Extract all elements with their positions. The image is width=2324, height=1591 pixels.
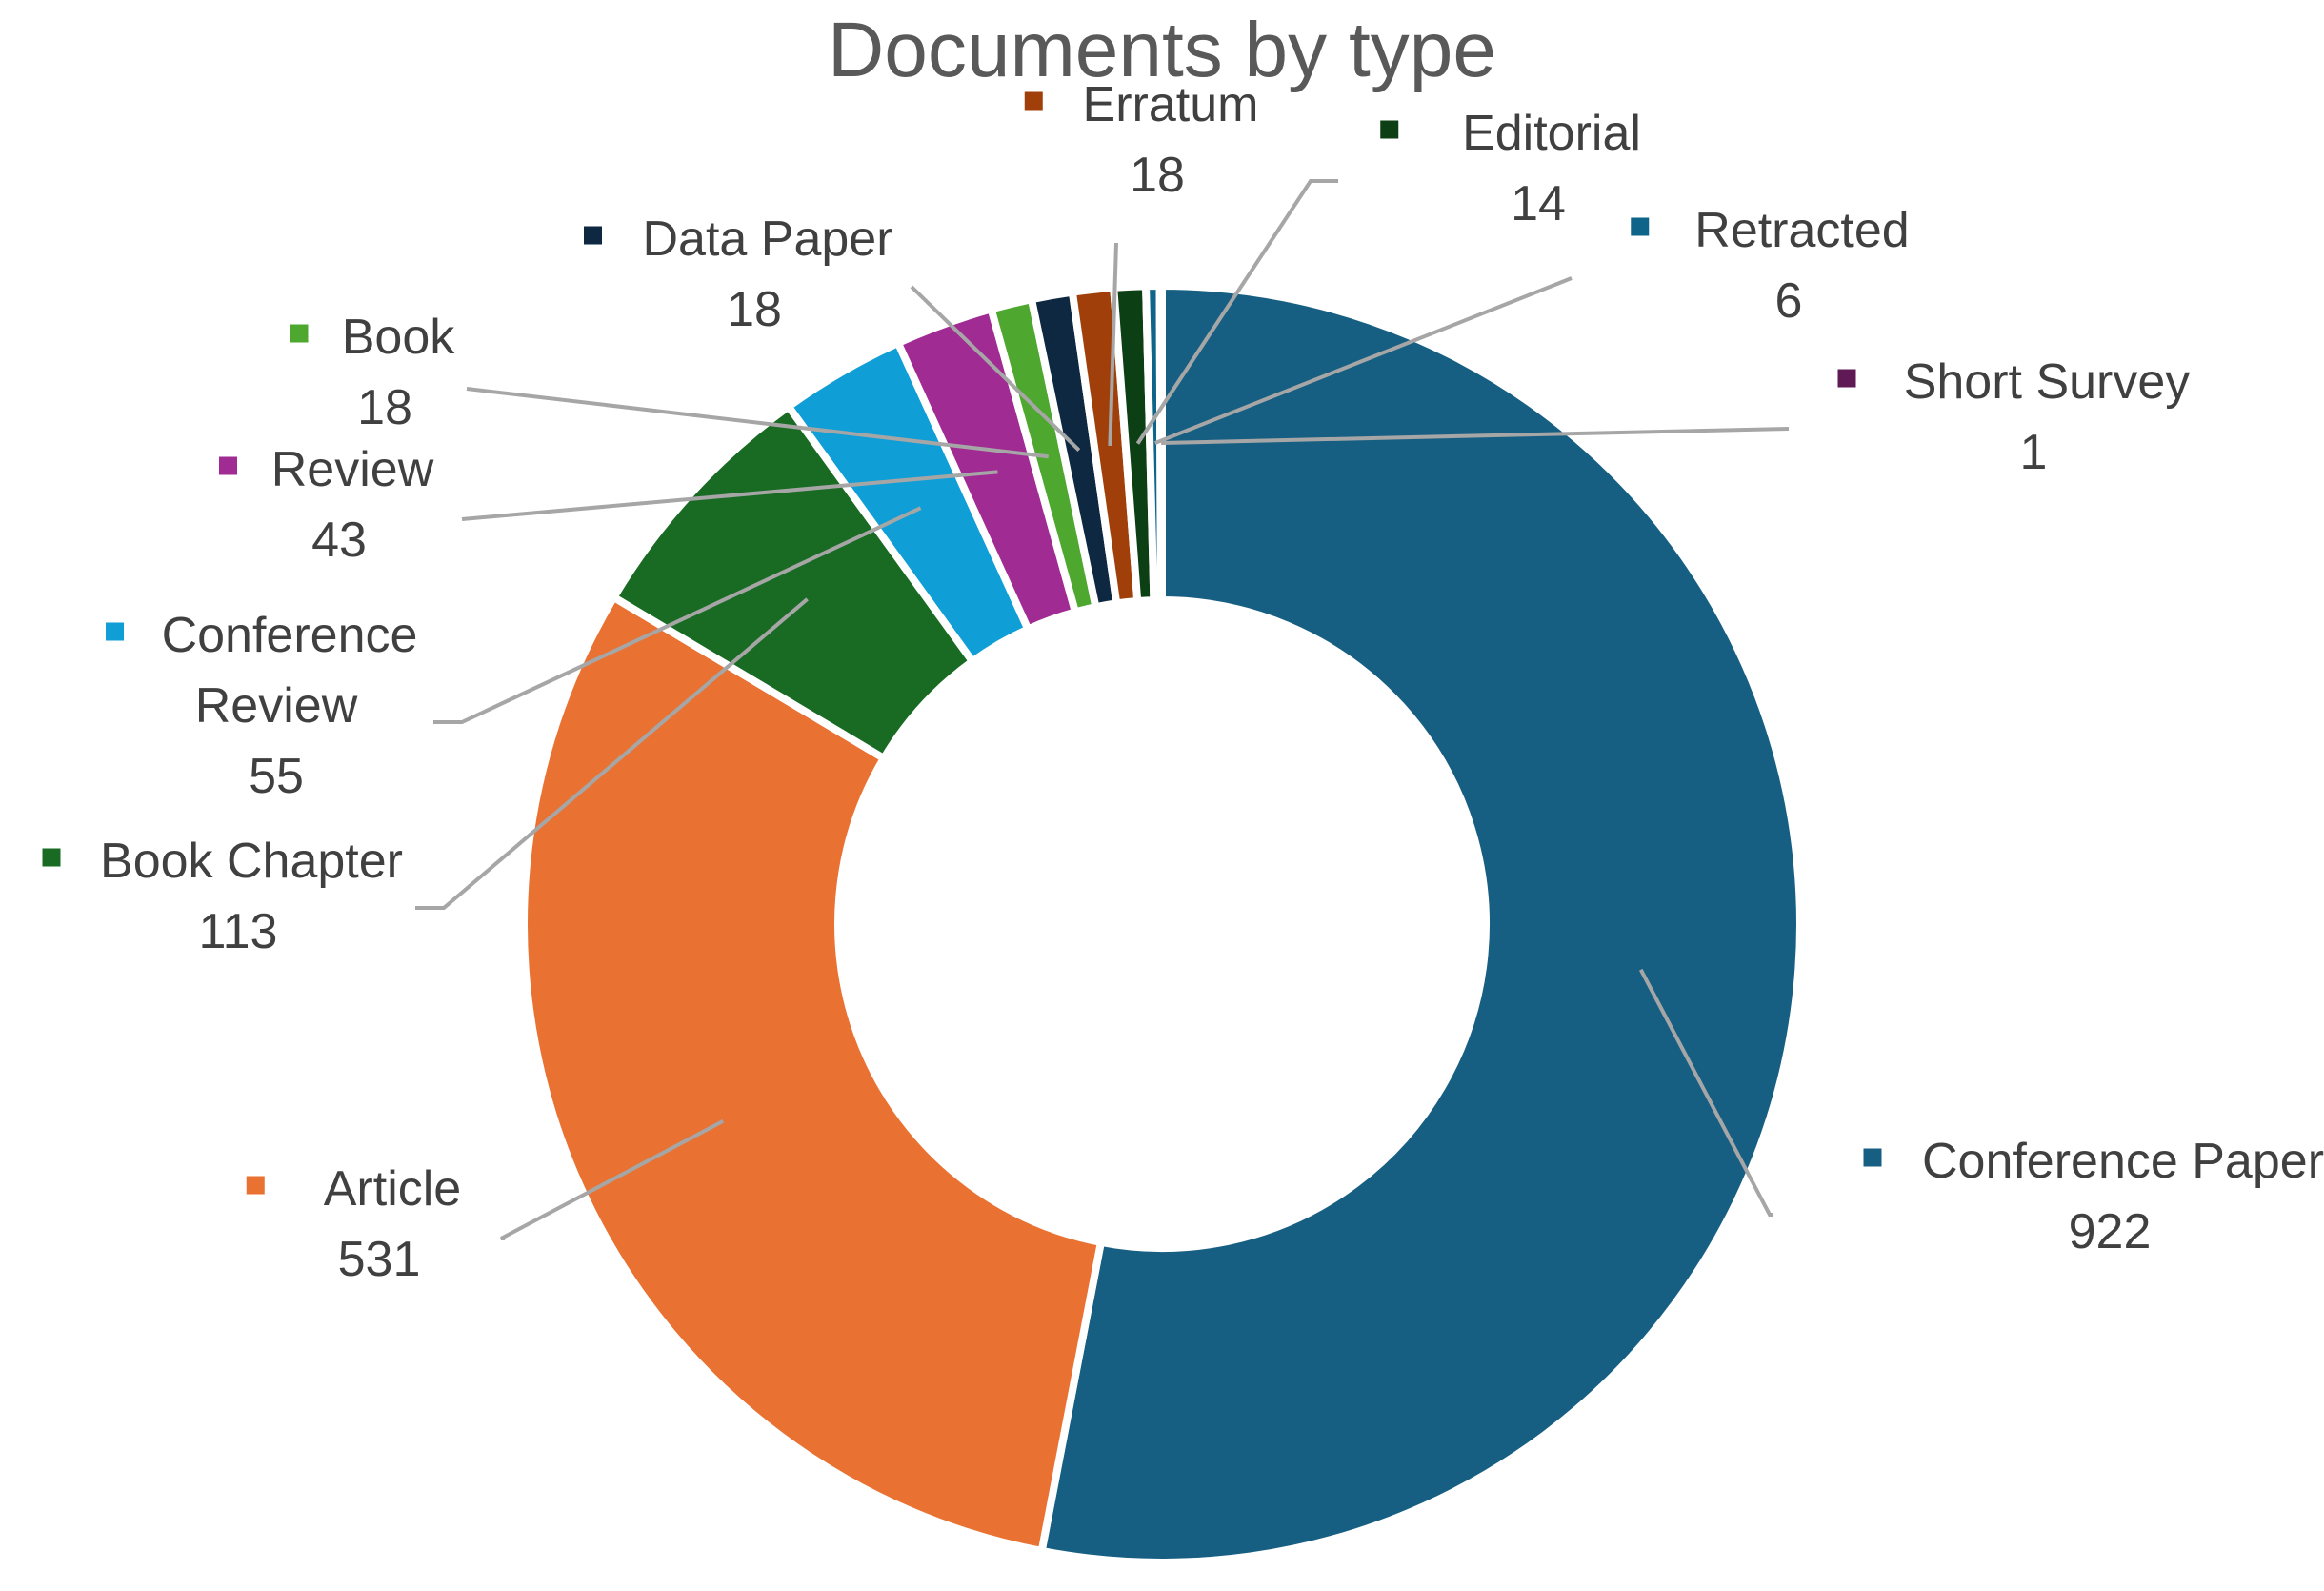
category-label-review: Review <box>271 442 434 497</box>
category-label-conference-review-line2: Review <box>195 678 358 734</box>
leader-line-short-survey <box>1161 427 1790 446</box>
value-label-editorial: 14 <box>1511 176 1566 232</box>
data-label-conference-review: Conference Review 55 <box>103 608 418 804</box>
category-label-data-paper: Data Paper <box>642 211 892 267</box>
data-label-short-survey: Short Survey 1 <box>1834 354 2191 480</box>
legend-key-review <box>216 453 240 478</box>
legend-key-book-chapter <box>39 845 64 870</box>
slices <box>520 281 1805 1566</box>
value-label-retracted: 6 <box>1775 273 1803 329</box>
category-label-book: Book <box>342 310 456 365</box>
leader-line-review <box>461 470 998 521</box>
legend-key-short-survey <box>1834 366 1859 391</box>
data-label-conference-paper: Conference Paper 922 <box>1860 1134 2324 1259</box>
leader-line-book-chapter <box>415 597 809 910</box>
category-label-editorial: Editorial <box>1462 106 1641 161</box>
slice-conference-paper <box>1037 282 1805 1566</box>
category-label-article: Article <box>324 1161 461 1217</box>
leader-line-book <box>466 387 1049 459</box>
legend-key-book <box>287 321 311 346</box>
category-label-erratum: Erratum <box>1083 77 1259 132</box>
data-label-editorial: Editorial 14 <box>1377 106 1641 232</box>
data-label-retracted: Retracted 6 <box>1628 203 1910 329</box>
leader-line-erratum <box>1108 242 1118 447</box>
value-label-review: 43 <box>311 513 367 568</box>
value-label-conference-review: 55 <box>249 749 304 804</box>
chart-title: Documents by type <box>828 7 1496 93</box>
category-label-book-chapter: Book Chapter <box>100 834 403 889</box>
category-label-short-survey: Short Survey <box>1904 354 2191 410</box>
leader-line-article <box>500 1118 725 1240</box>
value-label-data-paper: 18 <box>727 282 782 337</box>
data-label-review: Review 43 <box>216 442 434 568</box>
data-label-erratum: Erratum 18 <box>1021 77 1259 203</box>
legend-key-conference-paper <box>1860 1145 1885 1170</box>
value-label-short-survey: 1 <box>2020 425 2048 480</box>
legend-key-data-paper <box>581 223 605 248</box>
leader-line-conference-paper <box>1638 968 1773 1217</box>
leader-line-conference-review <box>433 506 922 724</box>
value-label-book: 18 <box>357 380 412 435</box>
legend-key-conference-review <box>103 619 127 644</box>
value-label-article: 531 <box>338 1232 421 1287</box>
data-label-data-paper: Data Paper 18 <box>581 211 893 337</box>
leader-line-editorial <box>1135 179 1338 445</box>
legend-key-erratum <box>1021 89 1046 113</box>
category-label-retracted: Retracted <box>1694 203 1909 258</box>
slice-short-survey <box>1155 281 1166 605</box>
category-label-conference-paper: Conference Paper <box>1922 1134 2324 1189</box>
slice-article <box>520 593 1105 1555</box>
legend-key-editorial <box>1377 117 1402 142</box>
category-label-conference-review-line1: Conference <box>162 608 418 663</box>
legend-key-retracted <box>1628 214 1653 239</box>
data-label-article: Article 531 <box>243 1161 461 1287</box>
data-labels: Conference Paper 922 Article 531 Book Chapte… <box>39 77 2324 1287</box>
legend-key-article <box>243 1173 268 1198</box>
value-label-erratum: 18 <box>1130 148 1185 203</box>
leader-line-retracted <box>1153 276 1573 445</box>
leader-line-data-paper <box>910 285 1081 453</box>
leader-lines <box>415 179 1790 1240</box>
value-label-book-chapter: 113 <box>199 904 278 959</box>
data-label-book-chapter: Book Chapter 113 <box>39 834 403 959</box>
data-label-book: Book 18 <box>287 310 456 435</box>
value-label-conference-paper: 922 <box>2069 1204 2152 1259</box>
